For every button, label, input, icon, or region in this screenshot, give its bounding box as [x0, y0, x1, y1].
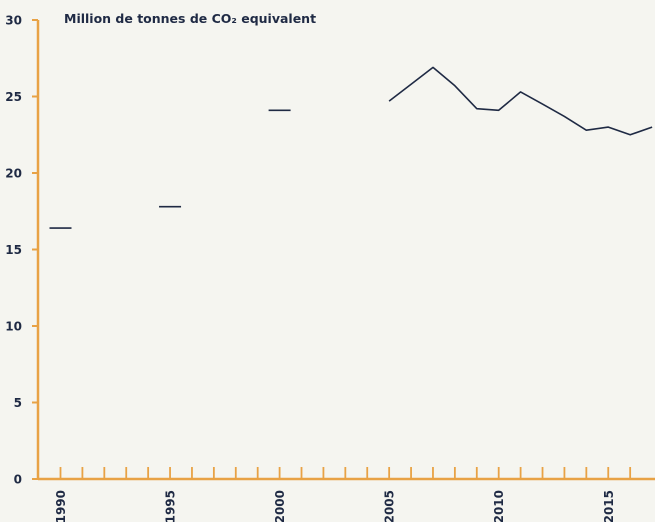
data-marks [49, 66, 653, 229]
y-tick-label: 5 [14, 396, 22, 410]
y-tick-label: 20 [5, 167, 22, 181]
y-tick-label: 10 [5, 320, 22, 334]
y-tick-label: 15 [5, 243, 22, 257]
x-tick-label: 2000 [273, 490, 287, 522]
y-tick-label: 0 [14, 473, 22, 487]
x-tick-label: 1995 [164, 490, 178, 522]
axes: 0 5 10 15 20 25 30 1990 1995 2000 2005 2010 2015 [5, 14, 655, 522]
series-line [388, 66, 653, 136]
y-tick-label: 30 [5, 14, 22, 28]
x-tick-label: 2005 [383, 490, 397, 522]
x-tick-label: 2010 [492, 490, 506, 522]
x-tick-label: 2015 [602, 490, 616, 522]
y-axis-title: Million de tonnes de CO₂ equivalent [64, 11, 316, 26]
y-tick-label: 25 [5, 90, 22, 104]
x-tick-label: 1990 [54, 490, 68, 522]
